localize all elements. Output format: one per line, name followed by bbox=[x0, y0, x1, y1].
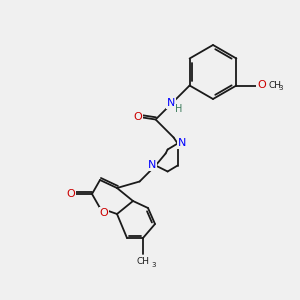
Text: CH: CH bbox=[268, 81, 281, 90]
Text: N: N bbox=[147, 160, 156, 170]
Text: O: O bbox=[257, 80, 266, 91]
Text: N: N bbox=[167, 98, 175, 109]
Text: N: N bbox=[177, 139, 186, 148]
Text: 3: 3 bbox=[279, 85, 283, 91]
Text: O: O bbox=[133, 112, 142, 122]
Text: 3: 3 bbox=[151, 262, 155, 268]
Text: H: H bbox=[175, 104, 182, 115]
Text: O: O bbox=[67, 189, 75, 199]
Text: CH: CH bbox=[136, 256, 149, 266]
Text: O: O bbox=[100, 208, 108, 218]
